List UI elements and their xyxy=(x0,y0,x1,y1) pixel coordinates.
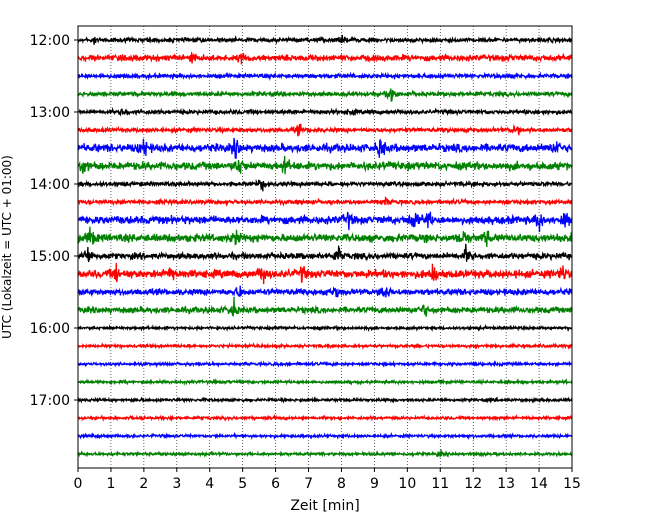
trace-line xyxy=(77,71,573,82)
trace-line xyxy=(77,378,573,386)
trace-line xyxy=(77,123,573,137)
trace-line xyxy=(77,178,573,192)
x-axis-label: Zeit [min] xyxy=(290,498,359,514)
y-tick-label: 12:00 xyxy=(30,33,70,49)
trace-line xyxy=(77,285,573,298)
x-tick-label: 15 xyxy=(563,476,581,492)
x-tick-label: 13 xyxy=(497,476,515,492)
trace-line xyxy=(77,296,573,317)
plot-frame xyxy=(77,25,573,469)
x-tick-label: 10 xyxy=(398,476,416,492)
trace-line xyxy=(77,341,573,351)
trace-line xyxy=(77,396,573,404)
trace-line xyxy=(77,196,573,207)
x-tick-label: 11 xyxy=(431,476,449,492)
x-tick-label: 12 xyxy=(464,476,482,492)
x-tick-label: 0 xyxy=(74,476,83,492)
x-tick-label: 5 xyxy=(238,476,247,492)
trace-line xyxy=(77,226,573,248)
trace-line xyxy=(77,243,573,263)
trace-line xyxy=(77,323,573,333)
trace-line xyxy=(77,34,573,45)
y-tick-label: 17:00 xyxy=(30,393,70,409)
trace-line xyxy=(77,88,573,102)
y-tick-label: 13:00 xyxy=(30,105,70,121)
trace-line xyxy=(77,413,573,422)
trace-line xyxy=(77,137,573,159)
trace-line xyxy=(77,106,573,117)
trace-line xyxy=(77,360,573,369)
x-tick-label: 14 xyxy=(530,476,548,492)
x-tick-label: 4 xyxy=(205,476,214,492)
y-axis-label: UTC (Lokalzeit = UTC + 01:00) xyxy=(0,155,14,339)
trace-line xyxy=(77,155,573,175)
trace-line xyxy=(77,431,573,441)
x-axis-ticks: 0 1 2 3 4 5 6 7 8 9 10 11 12 13 14 15 xyxy=(74,468,581,492)
trace-series xyxy=(77,34,573,459)
trace-line xyxy=(77,449,573,459)
x-tick-label: 8 xyxy=(337,476,346,492)
y-tick-label: 16:00 xyxy=(30,321,70,337)
x-tick-label: 9 xyxy=(370,476,379,492)
trace-line xyxy=(77,262,573,285)
trace-line xyxy=(77,52,573,65)
x-tick-label: 6 xyxy=(271,476,280,492)
x-tick-label: 7 xyxy=(304,476,313,492)
y-tick-label: 14:00 xyxy=(30,177,70,193)
trace-line xyxy=(77,211,573,233)
y-tick-label: 15:00 xyxy=(30,249,70,265)
x-tick-label: 2 xyxy=(139,476,148,492)
x-tick-label: 1 xyxy=(106,476,115,492)
x-tick-label: 3 xyxy=(172,476,181,492)
y-axis-ticks: 12:00 13:00 14:00 15:00 16:00 17:00 xyxy=(30,33,78,409)
